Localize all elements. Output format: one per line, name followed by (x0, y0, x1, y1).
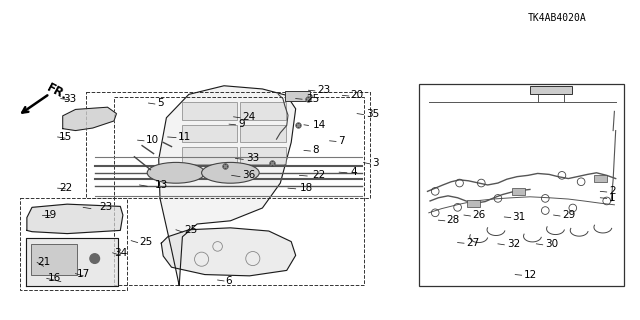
Text: 17: 17 (77, 268, 90, 279)
Bar (240, 102, 286, 120)
Polygon shape (63, 107, 116, 131)
Text: 20: 20 (351, 90, 364, 100)
Text: 3: 3 (372, 157, 379, 168)
Text: 6: 6 (225, 276, 232, 286)
Text: 7: 7 (338, 136, 344, 146)
Text: 10: 10 (146, 135, 159, 145)
Bar (530, 86, 572, 94)
Text: 14: 14 (312, 120, 326, 130)
Bar (182, 102, 237, 120)
Text: 24: 24 (242, 112, 255, 122)
Text: 8: 8 (312, 145, 319, 156)
Polygon shape (159, 86, 296, 285)
Text: 21: 21 (37, 257, 51, 268)
Bar (182, 125, 237, 142)
Text: 22: 22 (312, 170, 326, 180)
Text: 23: 23 (317, 85, 330, 95)
Text: 26: 26 (472, 210, 486, 220)
Text: 32: 32 (507, 239, 520, 249)
Text: 27: 27 (466, 237, 479, 248)
Text: TK4AB4020A: TK4AB4020A (527, 13, 586, 23)
Text: 33: 33 (246, 153, 260, 164)
Bar (20, 198, 127, 290)
Text: 1: 1 (609, 193, 616, 203)
Text: 11: 11 (178, 132, 191, 142)
Circle shape (90, 254, 100, 263)
Text: 2: 2 (609, 186, 616, 196)
Text: FR.: FR. (45, 81, 70, 103)
Polygon shape (26, 238, 118, 286)
Bar (594, 175, 607, 182)
Polygon shape (161, 228, 296, 276)
Text: 22: 22 (59, 183, 72, 193)
Text: 12: 12 (524, 269, 537, 280)
Text: 33: 33 (63, 93, 76, 104)
Text: 19: 19 (44, 210, 57, 220)
Text: 25: 25 (306, 93, 319, 104)
Text: 5: 5 (157, 98, 163, 108)
Bar (419, 84, 624, 286)
Text: 25: 25 (184, 225, 198, 236)
Text: 35: 35 (366, 108, 380, 119)
Bar (467, 200, 480, 207)
Bar (240, 125, 286, 142)
Text: 31: 31 (512, 212, 525, 222)
Text: 16: 16 (48, 273, 61, 284)
Bar (86, 92, 370, 198)
Ellipse shape (147, 163, 205, 183)
Bar (114, 97, 364, 285)
Text: 15: 15 (59, 132, 72, 142)
Bar (240, 147, 286, 164)
Bar (285, 91, 310, 101)
Ellipse shape (202, 163, 259, 183)
Bar (31, 244, 77, 275)
Text: 28: 28 (447, 215, 460, 225)
Bar (512, 188, 525, 195)
Text: 36: 36 (242, 170, 255, 180)
Text: 9: 9 (238, 119, 244, 129)
Text: 4: 4 (351, 167, 357, 177)
Text: 29: 29 (562, 210, 575, 220)
Text: 23: 23 (99, 202, 113, 212)
Text: 30: 30 (545, 239, 559, 249)
Bar (182, 147, 237, 164)
Text: 18: 18 (300, 183, 313, 193)
Text: 34: 34 (114, 248, 127, 258)
Text: 13: 13 (155, 180, 168, 190)
Polygon shape (27, 204, 123, 234)
Text: 25: 25 (140, 236, 153, 247)
